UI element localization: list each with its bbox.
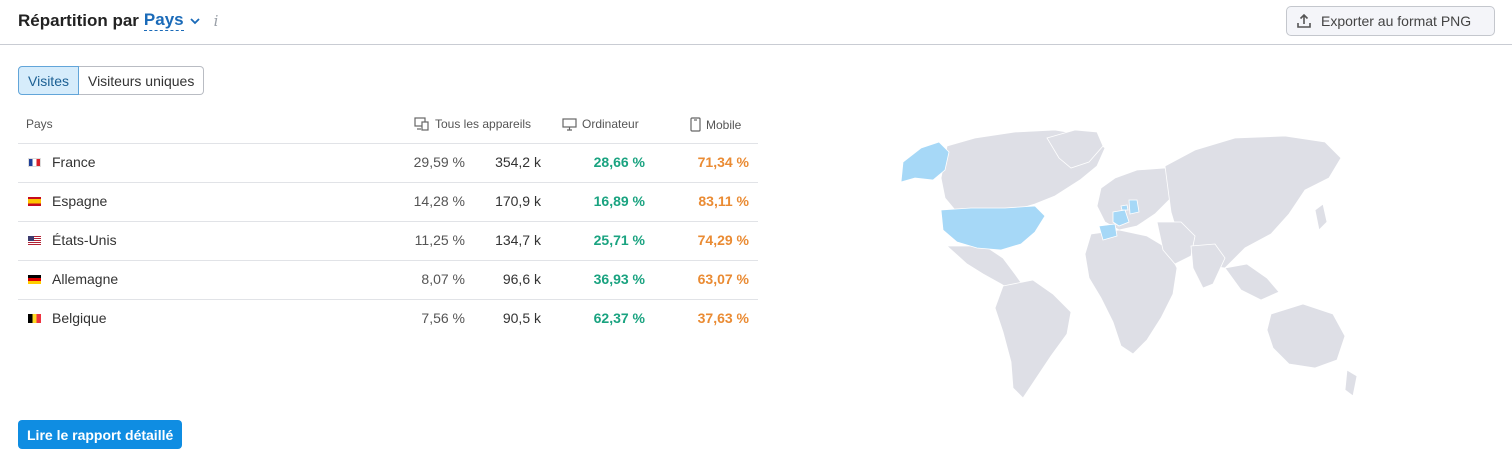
chevron-down-icon[interactable]: [189, 16, 200, 26]
mobile-share: 37,63 %: [697, 310, 749, 326]
column-header-country[interactable]: Pays: [26, 117, 53, 131]
table-header: Pays Tous les appareils Ordinateur Mobil…: [18, 106, 758, 144]
visits-count: 90,5 k: [502, 310, 541, 326]
country-name[interactable]: Espagne: [52, 193, 108, 209]
table-row[interactable]: Espagne 14,28 % 170,9 k 16,89 % 83,11 %: [18, 183, 758, 222]
map-europe[interactable]: [1096, 167, 1176, 231]
flag-germany-icon: [28, 274, 41, 284]
table-row[interactable]: États-Unis 11,25 % 134,7 k 25,71 % 74,29…: [18, 222, 758, 261]
flag-usa-icon: [28, 235, 41, 245]
world-map[interactable]: [875, 118, 1365, 408]
column-header-all-devices[interactable]: Tous les appareils: [414, 117, 531, 131]
map-southeast-asia[interactable]: [1224, 263, 1280, 301]
share-all-devices: 11,25 %: [414, 232, 465, 248]
desktop-share: 62,37 %: [593, 310, 645, 326]
map-japan[interactable]: [1314, 203, 1328, 231]
mobile-icon: [690, 117, 701, 132]
metric-toggle: Visites Visiteurs uniques: [18, 66, 205, 95]
flag-france-icon: [28, 157, 41, 167]
map-united-states[interactable]: [940, 205, 1046, 251]
widget-title: Répartition par Pays i: [18, 10, 218, 31]
map-alaska[interactable]: [900, 141, 950, 183]
share-all-devices: 8,07 %: [421, 271, 465, 287]
map-belgium[interactable]: [1120, 204, 1129, 211]
mobile-share: 74,29 %: [697, 232, 749, 248]
title-prefix: Répartition par: [18, 10, 139, 30]
map-new-zealand[interactable]: [1344, 369, 1358, 397]
share-all-devices: 14,28 %: [413, 193, 465, 209]
country-table: Pays Tous les appareils Ordinateur Mobil…: [18, 106, 758, 339]
info-icon[interactable]: i: [213, 11, 219, 30]
map-south-america[interactable]: [994, 279, 1072, 399]
country-name[interactable]: France: [52, 154, 96, 170]
table-row[interactable]: France 29,59 % 354,2 k 28,66 % 71,34 %: [18, 144, 758, 183]
column-header-mobile[interactable]: Mobile: [690, 117, 741, 132]
tab-visiteurs-uniques[interactable]: Visiteurs uniques: [78, 66, 205, 95]
visits-count: 134,7 k: [495, 232, 541, 248]
country-name[interactable]: États-Unis: [52, 232, 117, 248]
export-label: Exporter au format PNG: [1321, 13, 1472, 29]
desktop-share: 28,66 %: [593, 154, 645, 170]
map-india[interactable]: [1190, 243, 1226, 289]
flag-belgium-icon: [28, 313, 41, 323]
all-devices-icon: [414, 117, 429, 131]
visits-count: 96,6 k: [502, 271, 541, 287]
table-row[interactable]: Belgique 7,56 % 90,5 k 62,37 % 37,63 %: [18, 300, 758, 339]
desktop-share: 16,89 %: [593, 193, 645, 209]
country-name[interactable]: Belgique: [52, 310, 107, 326]
column-header-desktop[interactable]: Ordinateur: [562, 117, 639, 131]
table-row[interactable]: Allemagne 8,07 % 96,6 k 36,93 % 63,07 %: [18, 261, 758, 300]
widget-header: Répartition par Pays i Exporter au forma…: [0, 0, 1512, 45]
share-all-devices: 7,56 %: [421, 310, 465, 326]
dimension-selector[interactable]: Pays: [143, 10, 184, 31]
mobile-share: 71,34 %: [697, 154, 749, 170]
visits-count: 354,2 k: [495, 154, 541, 170]
tab-visites[interactable]: Visites: [18, 66, 79, 95]
country-name[interactable]: Allemagne: [52, 271, 119, 287]
map-germany[interactable]: [1128, 199, 1140, 215]
desktop-icon: [562, 117, 577, 131]
desktop-share: 25,71 %: [593, 232, 645, 248]
map-greenland[interactable]: [1046, 129, 1104, 169]
export-png-button[interactable]: Exporter au format PNG: [1286, 6, 1495, 36]
map-spain[interactable]: [1098, 223, 1118, 241]
share-all-devices: 29,59 %: [413, 154, 465, 170]
desktop-share: 36,93 %: [593, 271, 645, 287]
visits-count: 170,9 k: [495, 193, 541, 209]
map-middle-east[interactable]: [1156, 221, 1196, 265]
map-africa[interactable]: [1084, 229, 1178, 355]
map-australia[interactable]: [1266, 303, 1346, 369]
flag-spain-icon: [28, 196, 41, 206]
upload-icon: [1296, 13, 1312, 29]
mobile-share: 83,11 %: [698, 193, 749, 209]
read-detailed-report-button[interactable]: Lire le rapport détaillé: [18, 420, 183, 449]
mobile-share: 63,07 %: [697, 271, 749, 287]
